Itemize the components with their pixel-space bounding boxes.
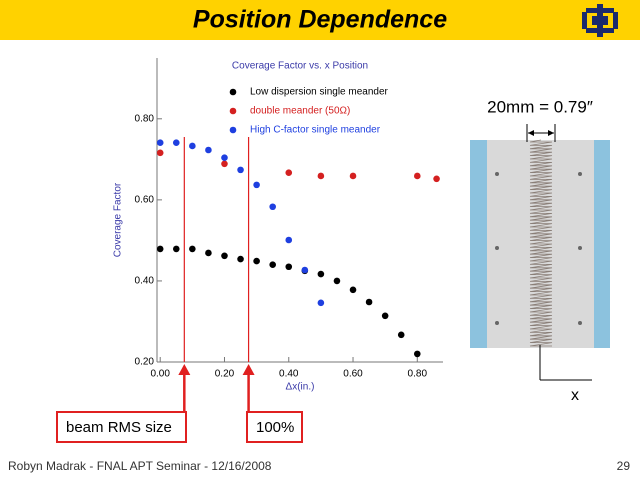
logo <box>582 4 618 37</box>
data-point <box>349 286 357 294</box>
figure-axis-label: x <box>571 387 579 404</box>
annotation-label: beam RMS size <box>66 419 172 436</box>
data-point <box>317 172 325 180</box>
chart-title: Coverage Factor vs. x Position <box>232 61 368 72</box>
data-point <box>189 142 196 150</box>
x-tick-label: 0.80 <box>408 369 428 380</box>
data-point <box>156 245 164 253</box>
y-tick-label: 0.40 <box>135 276 155 287</box>
detector-figure <box>470 124 610 381</box>
data-point <box>221 160 228 168</box>
data-point <box>237 166 244 174</box>
data-point <box>253 181 260 189</box>
x-tick-label: 0.20 <box>215 369 235 380</box>
data-point <box>413 350 421 358</box>
legend-marker <box>229 88 237 96</box>
legend-marker <box>229 107 237 115</box>
data-point <box>317 299 325 307</box>
y-tick-label: 0.80 <box>135 113 155 124</box>
data-point <box>221 154 228 162</box>
data-point <box>433 175 440 183</box>
footer-author: Robyn Madrak - FNAL APT Seminar - 12/16/… <box>8 459 272 473</box>
dimension-label: 20mm = 0.79″ <box>487 97 593 116</box>
data-point <box>237 255 244 263</box>
data-point <box>317 270 325 278</box>
legend-label: High C-factor single meander <box>250 125 381 136</box>
page-number: 29 <box>617 459 631 473</box>
annotation-label: 100% <box>256 419 294 436</box>
data-point <box>205 146 212 154</box>
y-axis-label: Coverage Factor <box>113 182 124 257</box>
data-point <box>253 257 260 265</box>
data-point <box>156 149 164 157</box>
legend-marker <box>229 126 237 134</box>
slide-title: Position Dependence <box>193 6 447 34</box>
data-point <box>397 331 405 339</box>
annotation-box <box>56 411 187 443</box>
y-tick-label: 0.60 <box>135 195 155 206</box>
data-point <box>269 203 276 211</box>
data-point <box>285 263 293 271</box>
arrow-head <box>178 364 191 375</box>
legend-label: double meander (50Ω) <box>250 106 350 117</box>
arrow-head <box>242 364 255 375</box>
legend-label: Low dispersion single meander <box>250 87 389 98</box>
header-bar <box>0 0 640 40</box>
data-point <box>349 172 357 180</box>
data-point <box>333 277 341 285</box>
data-point <box>413 172 421 180</box>
data-point <box>365 298 373 306</box>
x-tick-label: 0.00 <box>150 369 170 380</box>
data-point <box>189 245 196 253</box>
data-point <box>285 169 293 177</box>
y-tick-label: 0.20 <box>135 357 155 368</box>
data-point <box>156 139 164 147</box>
data-point <box>269 261 276 269</box>
data-point <box>381 312 389 320</box>
x-tick-label: 0.40 <box>279 369 299 380</box>
data-point <box>172 245 180 253</box>
x-tick-label: 0.60 <box>343 369 363 380</box>
data-point <box>285 236 293 244</box>
annotation-box <box>246 411 303 443</box>
x-axis-label: Δx(in.) <box>286 382 315 393</box>
data-point <box>301 266 309 274</box>
data-point <box>172 139 180 147</box>
data-point <box>205 249 212 257</box>
data-point <box>221 252 228 260</box>
